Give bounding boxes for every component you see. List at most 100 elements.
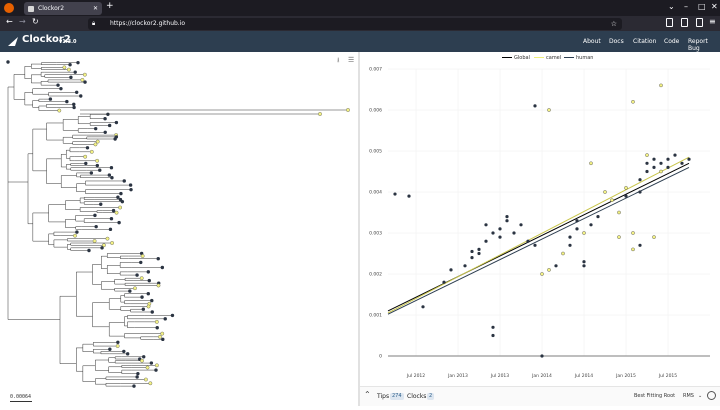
- data-point: [582, 231, 586, 235]
- tree-tip: [141, 307, 146, 311]
- tree-settings-icon[interactable]: ☰: [348, 56, 355, 64]
- menu-icon[interactable]: ≡: [709, 17, 716, 26]
- tree-tip: [110, 176, 114, 180]
- tree-tip: [73, 233, 77, 238]
- download-icon[interactable]: ⭳: [337, 56, 340, 64]
- tree-tip: [158, 334, 162, 339]
- tree-tip: [154, 319, 159, 324]
- data-point: [547, 268, 551, 272]
- tree-tip: [106, 112, 110, 117]
- data-point: [617, 235, 621, 239]
- root-to-tip-chart[interactable]: Jul 2012 Jan 2013 Jul 2013 Jan 2014 Jul 2014…: [360, 52, 720, 386]
- y-tick-label: 0.006: [369, 108, 382, 114]
- legend-item-human[interactable]: human: [564, 55, 593, 61]
- tree-tip: [95, 158, 100, 163]
- tree-tip: [87, 248, 91, 253]
- tree-tip: [105, 236, 110, 241]
- tree-tip: [95, 139, 100, 144]
- y-tick-label: 0.001: [369, 313, 382, 319]
- nav-about[interactable]: About: [583, 38, 601, 45]
- data-point: [638, 178, 642, 182]
- fit-metric-select[interactable]: RMS: [683, 393, 694, 399]
- tree-tip: [140, 254, 145, 258]
- tab-title: Clockor2: [38, 5, 65, 12]
- tree-tip: [140, 295, 144, 299]
- data-point: [680, 161, 684, 165]
- legend-label: human: [576, 55, 594, 61]
- y-tick-label: 0: [379, 354, 382, 360]
- tree-tip: [79, 94, 83, 98]
- firefox-icon[interactable]: [4, 3, 14, 13]
- tree-tip: [72, 102, 76, 107]
- tree-tip: [116, 195, 120, 199]
- tree-tip: [62, 65, 67, 70]
- legend-item-global[interactable]: Global: [502, 55, 530, 61]
- chevron-up-icon[interactable]: ⌃: [364, 390, 371, 399]
- best-fitting-root-toggle[interactable]: Best Fitting Root: [634, 393, 676, 399]
- panel-divider[interactable]: [358, 52, 360, 406]
- list-tabs-icon[interactable]: ⌄: [668, 2, 675, 11]
- pocket-icon[interactable]: [666, 18, 673, 27]
- back-icon[interactable]: ←: [6, 17, 13, 26]
- close-window-icon[interactable]: ✕: [711, 2, 718, 11]
- new-tab-icon[interactable]: +: [106, 1, 114, 11]
- nav-docs[interactable]: Docs: [609, 38, 624, 45]
- tree-tip: [84, 161, 88, 166]
- tree-tip: [114, 120, 119, 125]
- tree-tip: [318, 112, 322, 116]
- data-point: [484, 239, 488, 243]
- chevron-down-icon[interactable]: ⌄: [698, 393, 703, 399]
- data-point: [645, 161, 649, 165]
- data-point: [575, 219, 579, 223]
- data-point: [498, 235, 502, 239]
- tree-tip: [146, 304, 151, 309]
- tree-tip: [89, 171, 94, 175]
- maximize-icon[interactable]: □: [698, 2, 706, 11]
- nav-citation[interactable]: Citation: [633, 38, 657, 45]
- data-point: [610, 198, 614, 202]
- data-point: [687, 157, 691, 161]
- data-point: [645, 169, 649, 174]
- app-brand[interactable]: Clockor2: [22, 34, 71, 45]
- browser-tab[interactable]: Clockor2 ✕: [24, 2, 102, 15]
- data-point: [526, 239, 530, 243]
- settings-icon[interactable]: [707, 391, 716, 400]
- tree-tip: [115, 344, 120, 348]
- data-point: [582, 264, 586, 268]
- phylogenetic-tree[interactable]: [0, 52, 358, 406]
- regression-line-camel: [387, 156, 690, 314]
- url-text: https://clockor2.github.io: [110, 19, 186, 27]
- legend-item-camel[interactable]: camel: [534, 55, 561, 61]
- data-point: [491, 333, 495, 338]
- regression-line-global: [387, 162, 690, 312]
- tab-close-icon[interactable]: ✕: [92, 5, 98, 12]
- tab-favicon-icon: [28, 5, 34, 12]
- tree-tip: [56, 83, 60, 87]
- data-point: [491, 231, 495, 235]
- tree-tip: [346, 108, 350, 112]
- app-navbar: Clockor2 v1.3.0 About Docs Citation Code…: [0, 31, 720, 52]
- nav-code[interactable]: Code: [664, 38, 680, 45]
- address-bar[interactable]: 🔒︎ https://clockor2.github.io ☆: [88, 17, 622, 30]
- reload-icon[interactable]: ↻: [32, 17, 39, 26]
- minimize-icon[interactable]: –: [684, 2, 688, 11]
- tree-tip: [160, 331, 165, 336]
- tree-tip: [75, 90, 79, 95]
- tree-tip: [117, 220, 121, 225]
- tree-tip: [135, 273, 139, 277]
- extensions-icon[interactable]: [696, 18, 703, 27]
- data-point: [484, 223, 488, 227]
- tree-tip: [69, 75, 73, 80]
- data-point: [575, 227, 579, 231]
- data-point: [533, 104, 537, 108]
- tree-tip: [163, 317, 167, 321]
- bookmark-star-icon[interactable]: ☆: [610, 19, 617, 28]
- tree-tip: [125, 352, 130, 356]
- tree-tip: [108, 347, 112, 351]
- forward-icon[interactable]: →: [19, 17, 26, 26]
- tree-tip: [94, 224, 98, 229]
- downloads-icon[interactable]: [681, 18, 688, 27]
- x-tick-label: Jul 2013: [490, 373, 509, 379]
- nav-report-bug[interactable]: Report Bug: [688, 38, 708, 52]
- data-point: [638, 243, 642, 247]
